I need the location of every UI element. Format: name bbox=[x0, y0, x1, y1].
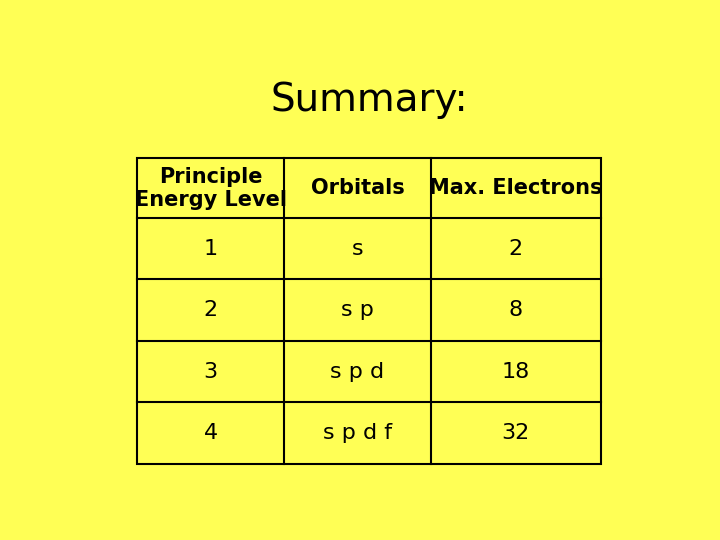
Text: 3: 3 bbox=[204, 362, 218, 382]
Text: 32: 32 bbox=[502, 423, 530, 443]
Text: 4: 4 bbox=[204, 423, 218, 443]
Text: s p d f: s p d f bbox=[323, 423, 392, 443]
Text: 8: 8 bbox=[508, 300, 523, 320]
Text: 2: 2 bbox=[508, 239, 523, 259]
Text: Max. Electrons: Max. Electrons bbox=[429, 178, 603, 198]
Bar bbox=[138, 158, 600, 464]
Text: s p: s p bbox=[341, 300, 374, 320]
Text: 1: 1 bbox=[204, 239, 218, 259]
Text: Summary:: Summary: bbox=[270, 81, 468, 119]
Text: Orbitals: Orbitals bbox=[310, 178, 405, 198]
Text: s p d: s p d bbox=[330, 362, 384, 382]
Text: s: s bbox=[351, 239, 363, 259]
Text: 18: 18 bbox=[502, 362, 530, 382]
Text: Principle
Energy Level: Principle Energy Level bbox=[135, 166, 287, 210]
Text: 2: 2 bbox=[204, 300, 218, 320]
